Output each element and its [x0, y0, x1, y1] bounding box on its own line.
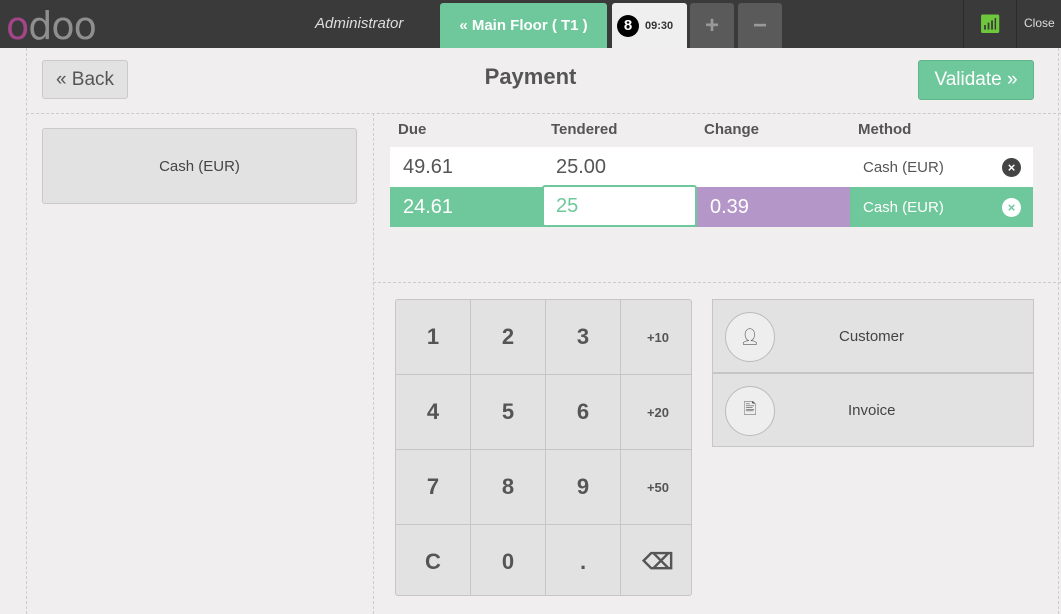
document-icon: 🖹︎ [725, 386, 775, 436]
numpad-key[interactable]: 0 [471, 525, 545, 595]
col-method: Method [858, 121, 912, 138]
top-bar: odoo Administrator « Main Floor ( T1 ) 8… [0, 0, 1061, 48]
numpad-key[interactable]: 6 [546, 375, 620, 449]
col-due: Due [398, 121, 427, 138]
col-tendered: Tendered [551, 121, 618, 138]
numpad-key[interactable]: 2 [471, 300, 545, 374]
add-order-button[interactable]: + [690, 3, 734, 48]
numpad-key[interactable]: +50 [621, 450, 691, 524]
due: 49.61 [403, 155, 454, 178]
method: Cash (EUR) [863, 158, 944, 176]
tendered: 25.00 [556, 155, 607, 178]
payment-line[interactable]: 49.61 25.00 Cash (EUR) × [390, 147, 1033, 187]
numpad-key[interactable]: . [546, 525, 620, 595]
numpad-key[interactable]: 8 [471, 450, 545, 524]
odoo-logo: odoo [6, 4, 97, 48]
order-tab[interactable]: 8 09:30 [612, 3, 687, 48]
customer-label: Customer [839, 327, 905, 345]
divider [26, 48, 27, 614]
divider [1058, 48, 1059, 614]
invoice-label: Invoice [848, 401, 896, 419]
page-title: Payment [484, 64, 577, 89]
payment-line-selected[interactable]: 24.61 25 0.39 Cash (EUR) × [390, 185, 1033, 227]
numpad-key[interactable]: 3 [546, 300, 620, 374]
numpad-key[interactable]: 5 [471, 375, 545, 449]
divider [373, 282, 1061, 283]
validate-button[interactable]: Validate » [918, 60, 1034, 100]
divider [373, 113, 374, 614]
user-icon: 👤︎ [725, 312, 775, 362]
delete-line-icon[interactable]: × [1002, 158, 1021, 177]
delete-line-icon[interactable]: × [1002, 198, 1021, 217]
customer-button[interactable]: 👤︎ Customer [712, 299, 1034, 373]
method: Cash (EUR) [863, 198, 944, 216]
numpad-key[interactable]: C [396, 525, 470, 595]
numpad-key[interactable]: 4 [396, 375, 470, 449]
wifi-icon: 📶︎ [963, 0, 1017, 48]
change [696, 147, 709, 187]
main-floor-button[interactable]: « Main Floor ( T1 ) [440, 3, 607, 48]
order-time: 09:30 [645, 19, 674, 32]
numpad-key[interactable]: 1 [396, 300, 470, 374]
due: 24.61 [403, 195, 454, 218]
user-name: Administrator [315, 15, 404, 32]
tendered-input[interactable]: 25 [542, 185, 697, 227]
numpad-key[interactable]: +10 [621, 300, 691, 374]
invoice-button[interactable]: 🖹︎ Invoice [712, 373, 1034, 447]
numpad-key[interactable]: 7 [396, 450, 470, 524]
close-button[interactable]: Close [1024, 16, 1055, 30]
payment-method-cash[interactable]: Cash (EUR) [42, 128, 357, 204]
col-change: Change [704, 121, 760, 138]
back-button[interactable]: « Back [42, 60, 128, 99]
backspace-key[interactable]: ⌫ [621, 525, 691, 595]
remove-order-button[interactable]: − [738, 3, 782, 48]
numpad: 1 2 3 +10 4 5 6 +20 7 8 9 +50 C 0. ⌫ [395, 299, 692, 596]
divider [26, 113, 1061, 114]
order-number: 8 [617, 14, 639, 37]
numpad-key[interactable]: +20 [621, 375, 691, 449]
change: 0.39 [697, 187, 850, 227]
numpad-key[interactable]: 9 [546, 450, 620, 524]
